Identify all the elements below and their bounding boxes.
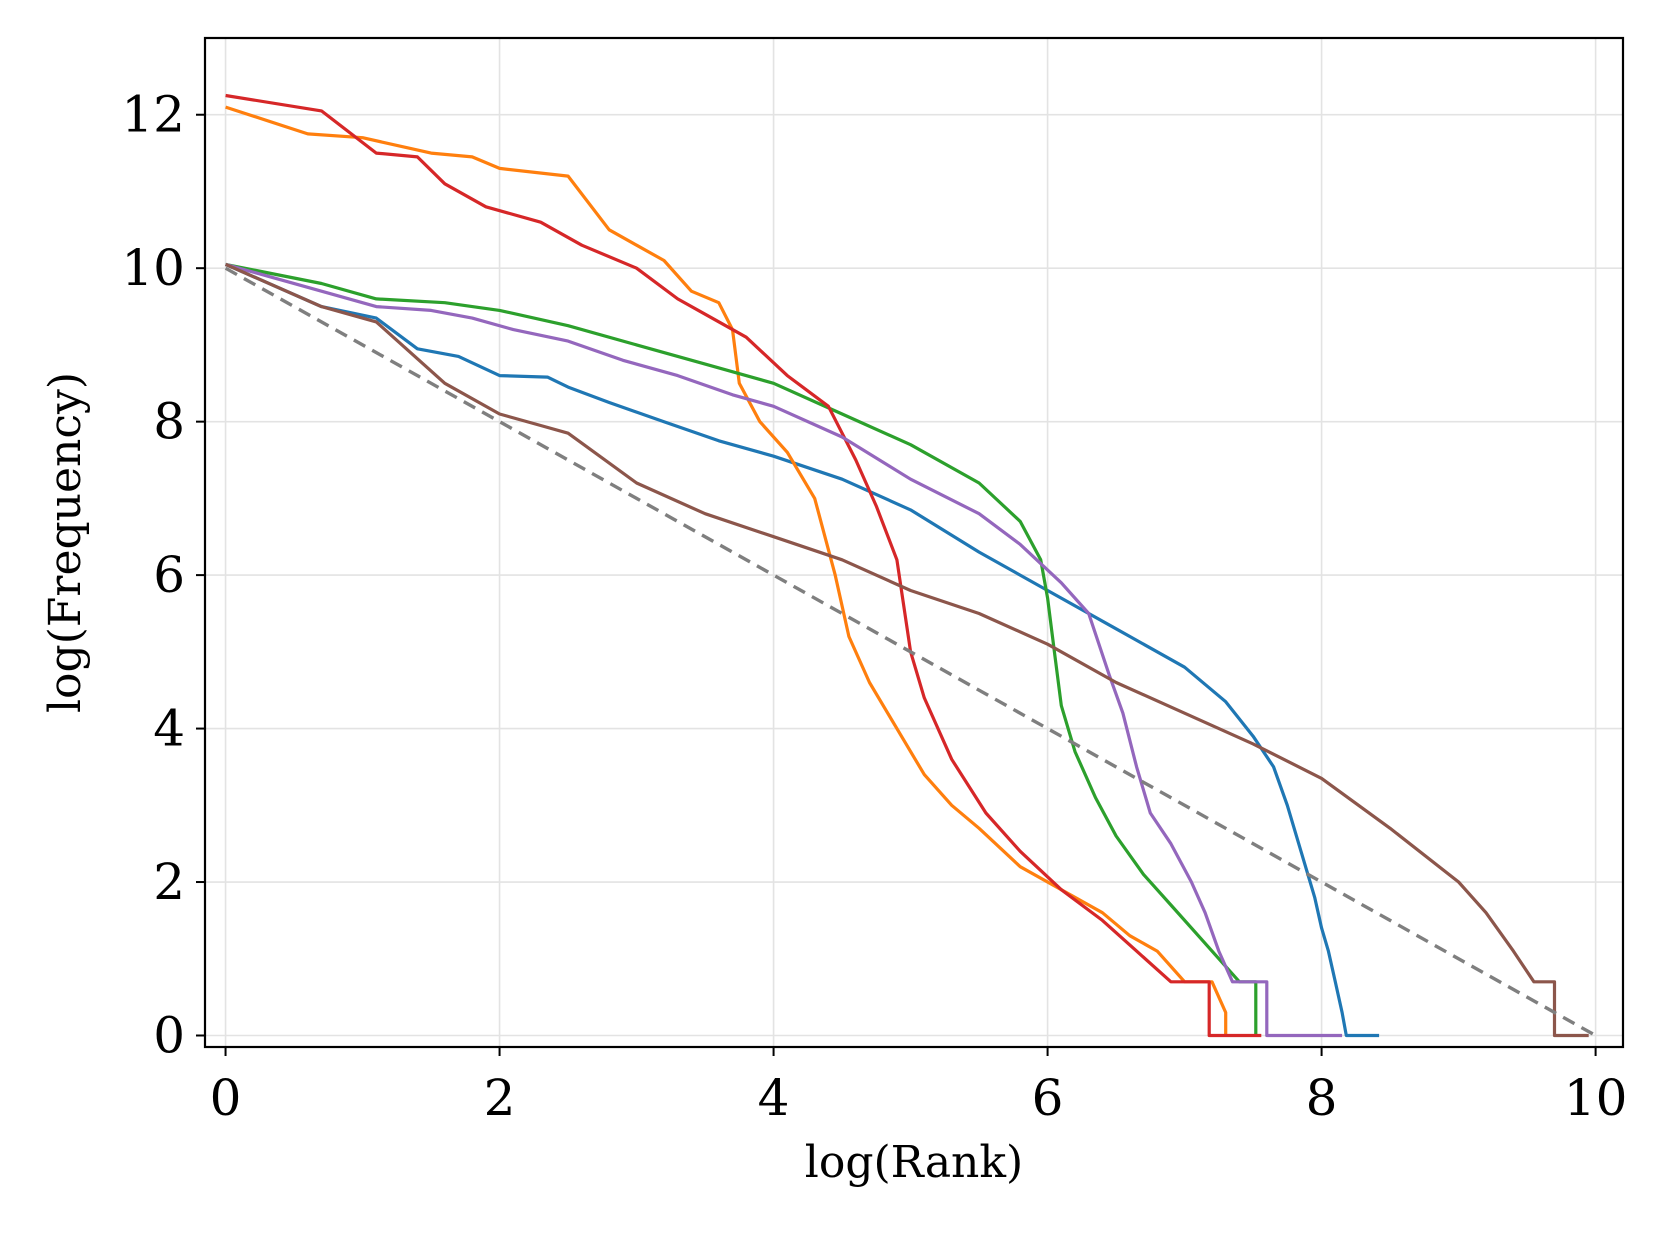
x-tick-label: 8 bbox=[1306, 1069, 1338, 1127]
series-line-red bbox=[225, 93, 1262, 1038]
series-line-purple bbox=[225, 262, 1343, 1038]
series-line-brown bbox=[224, 262, 1589, 1038]
y-tick-label: 10 bbox=[121, 239, 185, 297]
y-tick-label: 8 bbox=[153, 393, 185, 451]
x-tick-label: 6 bbox=[1032, 1069, 1064, 1127]
grid bbox=[205, 38, 1623, 1047]
x-tick-label: 0 bbox=[210, 1069, 242, 1127]
y-tick-label: 4 bbox=[153, 700, 185, 758]
x-axis-label: log(Rank) bbox=[805, 1137, 1023, 1188]
x-tick-label: 10 bbox=[1564, 1069, 1628, 1127]
series-line-blue bbox=[224, 262, 1380, 1038]
plot-frame bbox=[203, 36, 1625, 1049]
y-axis-label: log(Frequency) bbox=[40, 372, 91, 713]
y-tick-label: 6 bbox=[153, 546, 185, 604]
x-tick-label: 4 bbox=[758, 1069, 790, 1127]
series-line-green bbox=[225, 262, 1258, 1036]
x-tick-label: 2 bbox=[484, 1069, 516, 1127]
series-line-reference bbox=[224, 266, 1597, 1037]
series-line-orange bbox=[225, 105, 1228, 1036]
y-tick-label: 12 bbox=[121, 86, 185, 144]
series-group bbox=[224, 93, 1597, 1038]
y-tick-label: 2 bbox=[153, 853, 185, 911]
y-tick-label: 0 bbox=[153, 1006, 185, 1064]
ticks: 0 2 4 6 8 10 0 2 4 6 8 10 12 bbox=[121, 86, 1627, 1127]
